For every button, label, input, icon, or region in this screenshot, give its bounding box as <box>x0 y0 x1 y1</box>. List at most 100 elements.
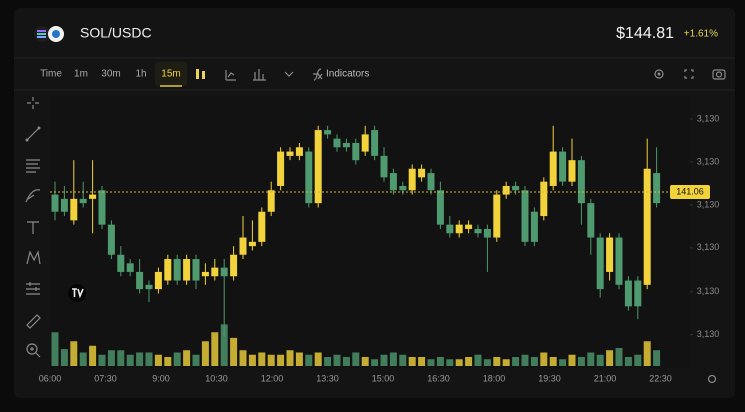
volume-bar <box>305 354 313 366</box>
indicators-button[interactable]: Indicators <box>326 69 369 80</box>
volume-bar <box>512 357 520 366</box>
candle-body <box>408 168 416 191</box>
candle-body <box>51 194 59 212</box>
candle-body <box>606 237 614 272</box>
chart-area <box>50 96 690 368</box>
volume-bar <box>211 332 219 366</box>
candle-body <box>540 181 548 217</box>
volume-bar <box>540 352 548 366</box>
volume-bar <box>624 357 632 366</box>
candle-body <box>436 190 444 225</box>
volume-bar <box>145 352 153 366</box>
candle-body <box>493 194 501 238</box>
settings-icon[interactable] <box>707 374 717 384</box>
interval-button[interactable]: 1h <box>135 69 146 80</box>
volume-bar <box>248 354 256 366</box>
candle-body <box>502 185 510 195</box>
candle-body <box>596 237 604 290</box>
volume-bar <box>568 354 576 366</box>
candle-body <box>342 142 350 148</box>
volume-bar <box>483 359 491 366</box>
candle-body <box>154 271 162 290</box>
candle-body <box>474 228 482 234</box>
candle-body <box>361 134 369 152</box>
x-tick-label: 16:30 <box>427 373 450 383</box>
volume-bar <box>117 350 125 366</box>
volume-bar <box>634 354 642 366</box>
y-tick-label: 3,130 <box>697 242 720 252</box>
candle-body <box>399 185 407 191</box>
volume-bar <box>126 354 134 366</box>
candle-body <box>559 151 567 182</box>
candle-body <box>164 259 172 281</box>
volume-bar <box>183 350 191 366</box>
candle-body <box>577 160 585 204</box>
toolbar-right-icons <box>654 69 726 80</box>
volume-bar <box>389 352 397 366</box>
candle-body <box>549 151 557 186</box>
volume-bar <box>89 345 97 366</box>
candle-body <box>211 267 219 277</box>
volume-bar <box>361 357 369 366</box>
interval-button[interactable]: Time <box>40 69 62 80</box>
candle-body <box>70 198 78 221</box>
candle-body <box>634 280 642 307</box>
candle-body <box>136 271 144 290</box>
price-change: +1.61% <box>684 29 718 40</box>
candle-body <box>79 198 87 204</box>
volume-bar <box>70 341 78 366</box>
volume-bar <box>98 354 106 366</box>
candle-body <box>220 267 228 277</box>
y-tick-label: 3,130 <box>697 329 720 339</box>
volume-bar <box>606 350 614 366</box>
pair-name[interactable]: SOL/USDC <box>80 25 152 41</box>
volume-bar <box>399 354 407 366</box>
volume-bar <box>577 357 585 366</box>
candle-body <box>267 190 275 212</box>
volume-bar <box>220 324 228 366</box>
volume-bar <box>502 359 510 366</box>
candle-body <box>324 130 332 135</box>
volume-bar <box>201 341 209 366</box>
candle-body <box>145 284 153 290</box>
interval-button[interactable]: 15m <box>161 69 180 80</box>
x-tick-label: 10:30 <box>205 373 228 383</box>
candle-body <box>427 173 435 191</box>
x-tick-label: 18:00 <box>483 373 506 383</box>
last-price-label: 141.06 <box>676 186 704 196</box>
volume-bar <box>51 332 59 366</box>
volume-bar <box>559 359 567 366</box>
interval-button[interactable]: 1m <box>74 69 88 80</box>
volume-bar <box>277 354 285 366</box>
volume-bar <box>596 354 604 366</box>
price: $144.81 <box>616 25 674 42</box>
volume-bar <box>314 352 322 366</box>
volume-bar <box>286 350 294 366</box>
candle-body <box>521 190 529 242</box>
candle-body <box>107 224 115 255</box>
candle-body <box>587 203 595 238</box>
candle-body <box>314 130 322 204</box>
volume-bar <box>352 352 360 366</box>
last-price-badge <box>670 184 710 199</box>
volume-bar <box>380 354 388 366</box>
volume-bar <box>427 359 435 366</box>
volume-bar <box>164 357 172 366</box>
volume-bar <box>474 354 482 366</box>
candle-body <box>60 198 68 212</box>
y-tick-label: 3,130 <box>697 286 720 296</box>
candle-body <box>615 237 623 285</box>
volume-bar <box>615 348 623 366</box>
candle-body <box>418 168 426 178</box>
volume-bar <box>587 352 595 366</box>
candle-body <box>624 280 632 307</box>
interval-button[interactable]: 30m <box>101 69 120 80</box>
candle-body <box>465 224 473 229</box>
candle-body <box>643 168 651 285</box>
candle-body <box>258 211 266 242</box>
interval-group: Time 1m 30m 1h 15m <box>40 62 187 87</box>
active-interval-glow <box>160 85 182 87</box>
volume-bar <box>342 357 350 366</box>
drawing-tools <box>25 97 41 358</box>
